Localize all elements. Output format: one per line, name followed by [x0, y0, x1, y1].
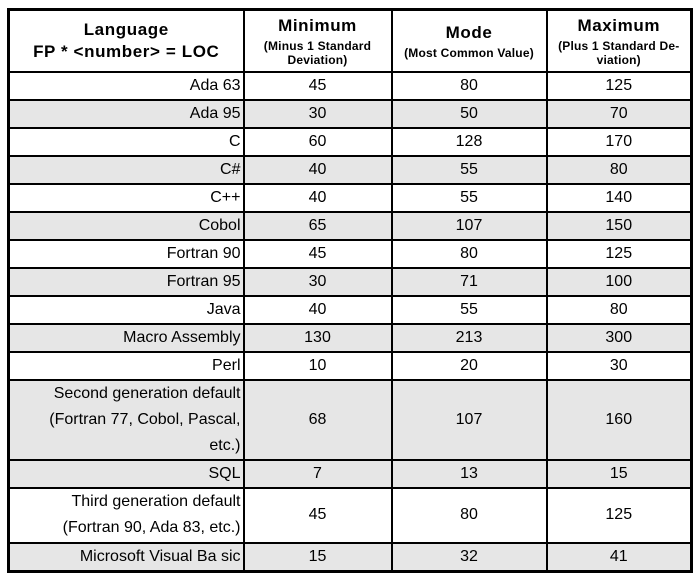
maximum-cell: 150: [545, 210, 693, 241]
minimum-cell: 40: [242, 182, 393, 213]
mode-cell: 107: [390, 378, 548, 461]
table-row: Ada 95 30 50 70: [7, 98, 693, 129]
maximum-cell: 300: [545, 322, 693, 353]
minimum-cell: 15: [242, 541, 393, 572]
maximum-cell: 125: [545, 238, 693, 269]
mode-cell: 20: [390, 350, 548, 381]
header-mode-subtitle: (Most Common Value): [404, 45, 534, 60]
language-cell: Macro Assembly: [7, 322, 245, 353]
minimum-cell: 68: [242, 378, 393, 461]
header-mode: Mode (Most Common Value): [390, 8, 548, 73]
minimum-cell: 40: [242, 294, 393, 325]
minimum-cell: 65: [242, 210, 393, 241]
language-cell: Second generation default (Fortran 77, C…: [7, 378, 245, 461]
minimum-cell: 30: [242, 98, 393, 129]
maximum-cell: 170: [545, 126, 693, 157]
table-row: Fortran 90 45 80 125: [7, 238, 693, 269]
mode-cell: 55: [390, 182, 548, 213]
header-language-title: Language: [83, 19, 169, 39]
table-row: C++ 40 55 140: [7, 182, 693, 213]
language-cell: Third generation default (Fortran 90, Ad…: [7, 486, 245, 544]
mode-cell: 32: [390, 541, 548, 572]
language-cell: SQL: [7, 458, 245, 489]
table-row: Fortran 95 30 71 100: [7, 266, 693, 297]
minimum-cell: 45: [242, 70, 393, 101]
minimum-cell: 40: [242, 154, 393, 185]
mode-cell: 80: [390, 70, 548, 101]
table-row: SQL 7 13 15: [7, 458, 693, 489]
header-maximum-subtitle: (Plus 1 Standard De- viation): [558, 38, 680, 67]
table-row: C 60 128 170: [7, 126, 693, 157]
language-cell: C++: [7, 182, 245, 213]
maximum-cell: 100: [545, 266, 693, 297]
table-row: Cobol 65 107 150: [7, 210, 693, 241]
language-cell: C#: [7, 154, 245, 185]
header-minimum: Minimum (Minus 1 Standard Deviation): [242, 8, 393, 73]
table-row: Microsoft Visual Ba sic 15 32 41: [7, 541, 693, 572]
table-row: C# 40 55 80: [7, 154, 693, 185]
maximum-cell: 70: [545, 98, 693, 129]
mode-cell: 55: [390, 294, 548, 325]
minimum-cell: 45: [242, 238, 393, 269]
minimum-cell: 60: [242, 126, 393, 157]
mode-cell: 55: [390, 154, 548, 185]
mode-cell: 50: [390, 98, 548, 129]
header-minimum-title: Minimum: [278, 15, 357, 35]
maximum-cell: 80: [545, 294, 693, 325]
mode-cell: 71: [390, 266, 548, 297]
language-cell: Fortran 95: [7, 266, 245, 297]
header-language: Language FP * <number> = LOC: [7, 8, 245, 73]
minimum-cell: 7: [242, 458, 393, 489]
table-row: Second generation default (Fortran 77, C…: [7, 378, 693, 461]
minimum-cell: 45: [242, 486, 393, 544]
header-minimum-subtitle: (Minus 1 Standard Deviation): [263, 38, 372, 67]
maximum-cell: 30: [545, 350, 693, 381]
maximum-cell: 41: [545, 541, 693, 572]
mode-cell: 107: [390, 210, 548, 241]
mode-cell: 80: [390, 486, 548, 544]
table-row: Third generation default (Fortran 90, Ad…: [7, 486, 693, 544]
mode-cell: 13: [390, 458, 548, 489]
language-cell: Ada 63: [7, 70, 245, 101]
maximum-cell: 80: [545, 154, 693, 185]
language-cell: Cobol: [7, 210, 245, 241]
language-cell: Perl: [7, 350, 245, 381]
language-cell: Java: [7, 294, 245, 325]
header-maximum: Maximum (Plus 1 Standard De- viation): [545, 8, 693, 73]
minimum-cell: 130: [242, 322, 393, 353]
header-maximum-title: Maximum: [577, 15, 661, 35]
table-row: Perl 10 20 30: [7, 350, 693, 381]
maximum-cell: 160: [545, 378, 693, 461]
table-body: Ada 63 45 80 125 Ada 95 30 50 70 C 60 128 170 C# 40 55…: [7, 70, 693, 572]
table-row: Java 40 55 80: [7, 294, 693, 325]
table-row: Macro Assembly 130 213 300: [7, 322, 693, 353]
header-language-formula: FP * <number> = LOC: [33, 41, 220, 61]
minimum-cell: 30: [242, 266, 393, 297]
table-row: Ada 63 45 80 125: [7, 70, 693, 101]
language-cell: Ada 95: [7, 98, 245, 129]
maximum-cell: 15: [545, 458, 693, 489]
mode-cell: 213: [390, 322, 548, 353]
language-cell: Microsoft Visual Ba sic: [7, 541, 245, 572]
mode-cell: 80: [390, 238, 548, 269]
minimum-cell: 10: [242, 350, 393, 381]
language-cell: C: [7, 126, 245, 157]
fp-loc-conversion-table: Language FP * <number> = LOC Minimum (Mi…: [7, 8, 693, 573]
maximum-cell: 140: [545, 182, 693, 213]
header-row: Language FP * <number> = LOC Minimum (Mi…: [7, 8, 693, 73]
mode-cell: 128: [390, 126, 548, 157]
language-cell: Fortran 90: [7, 238, 245, 269]
maximum-cell: 125: [545, 70, 693, 101]
header-mode-title: Mode: [445, 22, 493, 42]
maximum-cell: 125: [545, 486, 693, 544]
